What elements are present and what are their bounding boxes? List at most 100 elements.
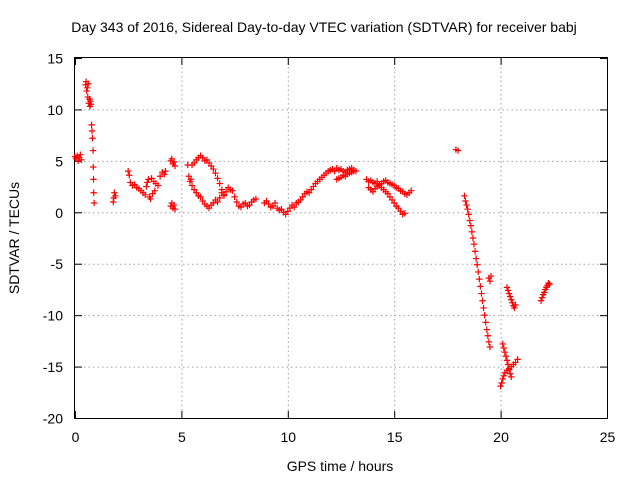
y-tick-label: 15 (47, 51, 63, 67)
data-point (87, 101, 95, 108)
data-point (84, 84, 91, 92)
x-tick-label: 25 (600, 429, 616, 445)
data-point (512, 301, 519, 309)
data-point (497, 382, 504, 390)
x-tick-label: 10 (281, 429, 297, 445)
data-point (90, 163, 97, 171)
data-point (401, 210, 409, 217)
y-tick-label: 5 (55, 153, 63, 169)
data-point (477, 283, 484, 290)
data-point (454, 147, 462, 154)
data-point (78, 156, 85, 164)
data-point (187, 176, 195, 183)
data-point (471, 248, 479, 255)
x-tick-label: 5 (178, 429, 186, 445)
data-point (216, 180, 223, 187)
data-point (170, 201, 178, 209)
data-point (483, 326, 490, 333)
data-point (503, 357, 511, 364)
data-point (89, 135, 96, 142)
series-midday (261, 164, 360, 218)
data-point (461, 192, 468, 200)
data-point (467, 222, 475, 229)
data-point (88, 127, 96, 135)
data-point (220, 192, 228, 200)
data-point (503, 284, 511, 291)
data-point (214, 198, 221, 206)
grid (75, 58, 607, 418)
x-tick-label: 15 (387, 429, 403, 445)
data-point (111, 189, 118, 196)
data-point (89, 147, 97, 154)
data-point (143, 183, 150, 190)
data-point (487, 272, 495, 280)
data-point (216, 194, 223, 202)
data-point (478, 290, 485, 297)
data-point (74, 157, 82, 165)
data-point (499, 375, 506, 383)
data-point (87, 98, 94, 105)
data-point (90, 189, 97, 196)
data-point (214, 175, 221, 182)
data-point (147, 195, 154, 203)
data-point (88, 121, 95, 129)
data-point (83, 87, 90, 95)
data-point (210, 165, 217, 173)
data-point (145, 176, 152, 183)
data-point (482, 319, 489, 326)
data-point (465, 211, 472, 218)
data-point (144, 179, 151, 186)
data-point (484, 332, 492, 339)
data-point (504, 361, 512, 368)
data-point (538, 294, 546, 301)
data-point (90, 199, 98, 207)
data-point (77, 151, 84, 158)
series-early (110, 167, 169, 206)
data-point (508, 296, 515, 303)
series-descent (461, 192, 495, 351)
data-point (502, 353, 510, 360)
data-point (84, 80, 92, 87)
data-point (504, 287, 512, 294)
data-point (508, 373, 515, 381)
data-point (470, 240, 478, 248)
data-point (500, 344, 507, 352)
data-point (462, 197, 469, 205)
y-tick-label: -5 (51, 256, 64, 272)
data-point (473, 261, 481, 268)
data-point (506, 293, 514, 300)
series-start (71, 151, 85, 165)
series-isolated (452, 146, 462, 154)
data-point (500, 372, 507, 380)
data-point (222, 188, 230, 195)
data-point (271, 199, 279, 207)
data-point (486, 343, 494, 351)
y-tick-label: -10 (43, 308, 63, 324)
data-point (472, 255, 480, 262)
data-point (505, 290, 513, 297)
data-point (505, 366, 513, 373)
data-point (501, 348, 509, 356)
data-point (511, 304, 518, 312)
data-point (537, 297, 545, 304)
x-axis-label: GPS time / hours (287, 458, 394, 474)
axis-ticks: 0 5 10 15 20 25 -20 -15 -10 -5 0 5 10 15 (43, 51, 616, 446)
data-point (476, 275, 483, 283)
data-point (90, 176, 97, 183)
data-point (506, 370, 514, 377)
data-point (468, 228, 476, 236)
series-afternoon (363, 176, 415, 218)
y-tick-label: 0 (55, 205, 63, 221)
data-point (171, 162, 179, 170)
data-point (486, 278, 494, 285)
data-point (545, 280, 552, 287)
y-tick-label: -20 (43, 411, 63, 427)
series-spike (82, 78, 98, 207)
data-point (350, 167, 357, 175)
series-late-morning (167, 152, 260, 213)
data-point (499, 340, 506, 348)
data-point (541, 289, 548, 296)
data-point (498, 379, 505, 387)
